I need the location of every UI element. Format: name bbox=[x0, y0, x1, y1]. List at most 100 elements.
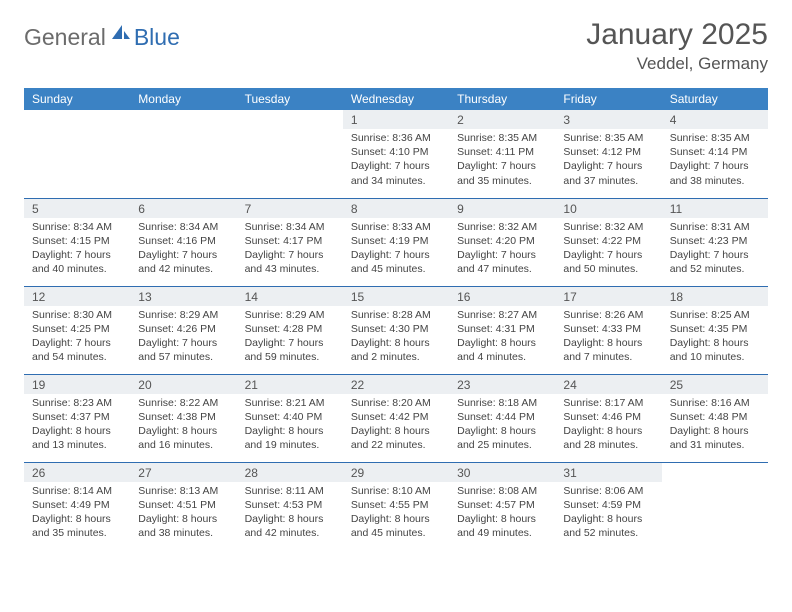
daylight-line: Daylight: 7 hours and 45 minutes. bbox=[351, 248, 441, 276]
day-number: 8 bbox=[343, 199, 449, 218]
sunset-line: Sunset: 4:25 PM bbox=[32, 322, 122, 336]
calendar-row: 19Sunrise: 8:23 AMSunset: 4:37 PMDayligh… bbox=[24, 374, 768, 462]
day-number: 26 bbox=[24, 463, 130, 482]
sunset-line: Sunset: 4:11 PM bbox=[457, 145, 547, 159]
day-content: Sunrise: 8:20 AMSunset: 4:42 PMDaylight:… bbox=[343, 394, 449, 459]
daylight-line: Daylight: 7 hours and 38 minutes. bbox=[670, 159, 760, 187]
daylight-line: Daylight: 8 hours and 16 minutes. bbox=[138, 424, 228, 452]
sunset-line: Sunset: 4:12 PM bbox=[563, 145, 653, 159]
daylight-line: Daylight: 8 hours and 28 minutes. bbox=[563, 424, 653, 452]
day-number: 5 bbox=[24, 199, 130, 218]
day-content: Sunrise: 8:23 AMSunset: 4:37 PMDaylight:… bbox=[24, 394, 130, 459]
sunrise-line: Sunrise: 8:13 AM bbox=[138, 484, 228, 498]
calendar-day-cell: 4 Sunrise: 8:35 AMSunset: 4:14 PMDaylight… bbox=[662, 110, 768, 198]
day-content: Sunrise: 8:18 AMSunset: 4:44 PMDaylight:… bbox=[449, 394, 555, 459]
daylight-line: Daylight: 8 hours and 35 minutes. bbox=[32, 512, 122, 540]
calendar-row: 5Sunrise: 8:34 AMSunset: 4:15 PMDaylight… bbox=[24, 198, 768, 286]
title-block: January 2025 Veddel, Germany bbox=[586, 18, 768, 74]
day-number: 28 bbox=[237, 463, 343, 482]
sunset-line: Sunset: 4:31 PM bbox=[457, 322, 547, 336]
day-content: Sunrise: 8:29 AMSunset: 4:28 PMDaylight:… bbox=[237, 306, 343, 371]
sunset-line: Sunset: 4:59 PM bbox=[563, 498, 653, 512]
sunrise-line: Sunrise: 8:31 AM bbox=[670, 220, 760, 234]
sunrise-line: Sunrise: 8:22 AM bbox=[138, 396, 228, 410]
calendar-day-cell: 2Sunrise: 8:35 AMSunset: 4:11 PMDaylight… bbox=[449, 110, 555, 198]
calendar-day-cell: 12Sunrise: 8:30 AMSunset: 4:25 PMDayligh… bbox=[24, 286, 130, 374]
day-number: 31 bbox=[555, 463, 661, 482]
calendar-day-cell: 19Sunrise: 8:23 AMSunset: 4:37 PMDayligh… bbox=[24, 374, 130, 462]
day-number: 17 bbox=[555, 287, 661, 306]
header: General Blue January 2025 Veddel, German… bbox=[24, 18, 768, 74]
calendar-day-cell: 7Sunrise: 8:34 AMSunset: 4:17 PMDaylight… bbox=[237, 198, 343, 286]
sunset-line: Sunset: 4:10 PM bbox=[351, 145, 441, 159]
sunset-line: Sunset: 4:46 PM bbox=[563, 410, 653, 424]
month-title: January 2025 bbox=[586, 18, 768, 52]
day-content: Sunrise: 8:17 AMSunset: 4:46 PMDaylight:… bbox=[555, 394, 661, 459]
day-content: Sunrise: 8:14 AMSunset: 4:49 PMDaylight:… bbox=[24, 482, 130, 547]
calendar-day-cell: 29Sunrise: 8:10 AMSunset: 4:55 PMDayligh… bbox=[343, 462, 449, 550]
sunset-line: Sunset: 4:37 PM bbox=[32, 410, 122, 424]
calendar-day-cell: 18Sunrise: 8:25 AMSunset: 4:35 PMDayligh… bbox=[662, 286, 768, 374]
calendar-day-cell: 22Sunrise: 8:20 AMSunset: 4:42 PMDayligh… bbox=[343, 374, 449, 462]
sunset-line: Sunset: 4:14 PM bbox=[670, 145, 760, 159]
daylight-line: Daylight: 7 hours and 47 minutes. bbox=[457, 248, 547, 276]
calendar-day-cell: 30Sunrise: 8:08 AMSunset: 4:57 PMDayligh… bbox=[449, 462, 555, 550]
sunrise-line: Sunrise: 8:27 AM bbox=[457, 308, 547, 322]
daylight-line: Daylight: 8 hours and 25 minutes. bbox=[457, 424, 547, 452]
sunset-line: Sunset: 4:48 PM bbox=[670, 410, 760, 424]
calendar-day-cell: 27Sunrise: 8:13 AMSunset: 4:51 PMDayligh… bbox=[130, 462, 236, 550]
sunrise-line: Sunrise: 8:10 AM bbox=[351, 484, 441, 498]
sunset-line: Sunset: 4:16 PM bbox=[138, 234, 228, 248]
day-number: 16 bbox=[449, 287, 555, 306]
sunset-line: Sunset: 4:35 PM bbox=[670, 322, 760, 336]
daylight-line: Daylight: 8 hours and 2 minutes. bbox=[351, 336, 441, 364]
day-number: 9 bbox=[449, 199, 555, 218]
calendar-day-cell: 13Sunrise: 8:29 AMSunset: 4:26 PMDayligh… bbox=[130, 286, 236, 374]
day-number: 25 bbox=[662, 375, 768, 394]
sunset-line: Sunset: 4:33 PM bbox=[563, 322, 653, 336]
sunset-line: Sunset: 4:53 PM bbox=[245, 498, 335, 512]
sunrise-line: Sunrise: 8:21 AM bbox=[245, 396, 335, 410]
day-content: Sunrise: 8:11 AMSunset: 4:53 PMDaylight:… bbox=[237, 482, 343, 547]
sunrise-line: Sunrise: 8:35 AM bbox=[670, 131, 760, 145]
sunrise-line: Sunrise: 8:25 AM bbox=[670, 308, 760, 322]
calendar-day-cell: 11Sunrise: 8:31 AMSunset: 4:23 PMDayligh… bbox=[662, 198, 768, 286]
calendar-day-cell: 21Sunrise: 8:21 AMSunset: 4:40 PMDayligh… bbox=[237, 374, 343, 462]
calendar-day-cell: 1Sunrise: 8:36 AMSunset: 4:10 PMDaylight… bbox=[343, 110, 449, 198]
day-content: Sunrise: 8:22 AMSunset: 4:38 PMDaylight:… bbox=[130, 394, 236, 459]
day-content: Sunrise: 8:08 AMSunset: 4:57 PMDaylight:… bbox=[449, 482, 555, 547]
calendar-day-cell: 14Sunrise: 8:29 AMSunset: 4:28 PMDayligh… bbox=[237, 286, 343, 374]
sunrise-line: Sunrise: 8:35 AM bbox=[457, 131, 547, 145]
day-content: Sunrise: 8:34 AMSunset: 4:15 PMDaylight:… bbox=[24, 218, 130, 283]
day-content: Sunrise: 8:06 AMSunset: 4:59 PMDaylight:… bbox=[555, 482, 661, 547]
day-content: Sunrise: 8:32 AMSunset: 4:20 PMDaylight:… bbox=[449, 218, 555, 283]
day-content: Sunrise: 8:36 AMSunset: 4:10 PMDaylight:… bbox=[343, 129, 449, 194]
calendar-empty-cell: . bbox=[24, 110, 130, 198]
day-number: 3 bbox=[555, 110, 661, 129]
day-content: Sunrise: 8:21 AMSunset: 4:40 PMDaylight:… bbox=[237, 394, 343, 459]
daylight-line: Daylight: 7 hours and 59 minutes. bbox=[245, 336, 335, 364]
daylight-line: Daylight: 7 hours and 42 minutes. bbox=[138, 248, 228, 276]
day-number: 18 bbox=[662, 287, 768, 306]
calendar-day-cell: 15Sunrise: 8:28 AMSunset: 4:30 PMDayligh… bbox=[343, 286, 449, 374]
sunrise-line: Sunrise: 8:23 AM bbox=[32, 396, 122, 410]
sunrise-line: Sunrise: 8:14 AM bbox=[32, 484, 122, 498]
sunrise-line: Sunrise: 8:35 AM bbox=[563, 131, 653, 145]
calendar-empty-cell: . bbox=[130, 110, 236, 198]
sunrise-line: Sunrise: 8:06 AM bbox=[563, 484, 653, 498]
day-number: 6 bbox=[130, 199, 236, 218]
calendar-body: ...1Sunrise: 8:36 AMSunset: 4:10 PMDayli… bbox=[24, 110, 768, 550]
day-number: 4 bbox=[662, 110, 768, 129]
daylight-line: Daylight: 7 hours and 34 minutes. bbox=[351, 159, 441, 187]
calendar-day-cell: 31Sunrise: 8:06 AMSunset: 4:59 PMDayligh… bbox=[555, 462, 661, 550]
day-number: 14 bbox=[237, 287, 343, 306]
sunset-line: Sunset: 4:23 PM bbox=[670, 234, 760, 248]
day-content: Sunrise: 8:27 AMSunset: 4:31 PMDaylight:… bbox=[449, 306, 555, 371]
sunset-line: Sunset: 4:55 PM bbox=[351, 498, 441, 512]
day-number: 15 bbox=[343, 287, 449, 306]
sunset-line: Sunset: 4:20 PM bbox=[457, 234, 547, 248]
daylight-line: Daylight: 7 hours and 50 minutes. bbox=[563, 248, 653, 276]
sunset-line: Sunset: 4:30 PM bbox=[351, 322, 441, 336]
calendar-row: ...1Sunrise: 8:36 AMSunset: 4:10 PMDayli… bbox=[24, 110, 768, 198]
day-number: 7 bbox=[237, 199, 343, 218]
